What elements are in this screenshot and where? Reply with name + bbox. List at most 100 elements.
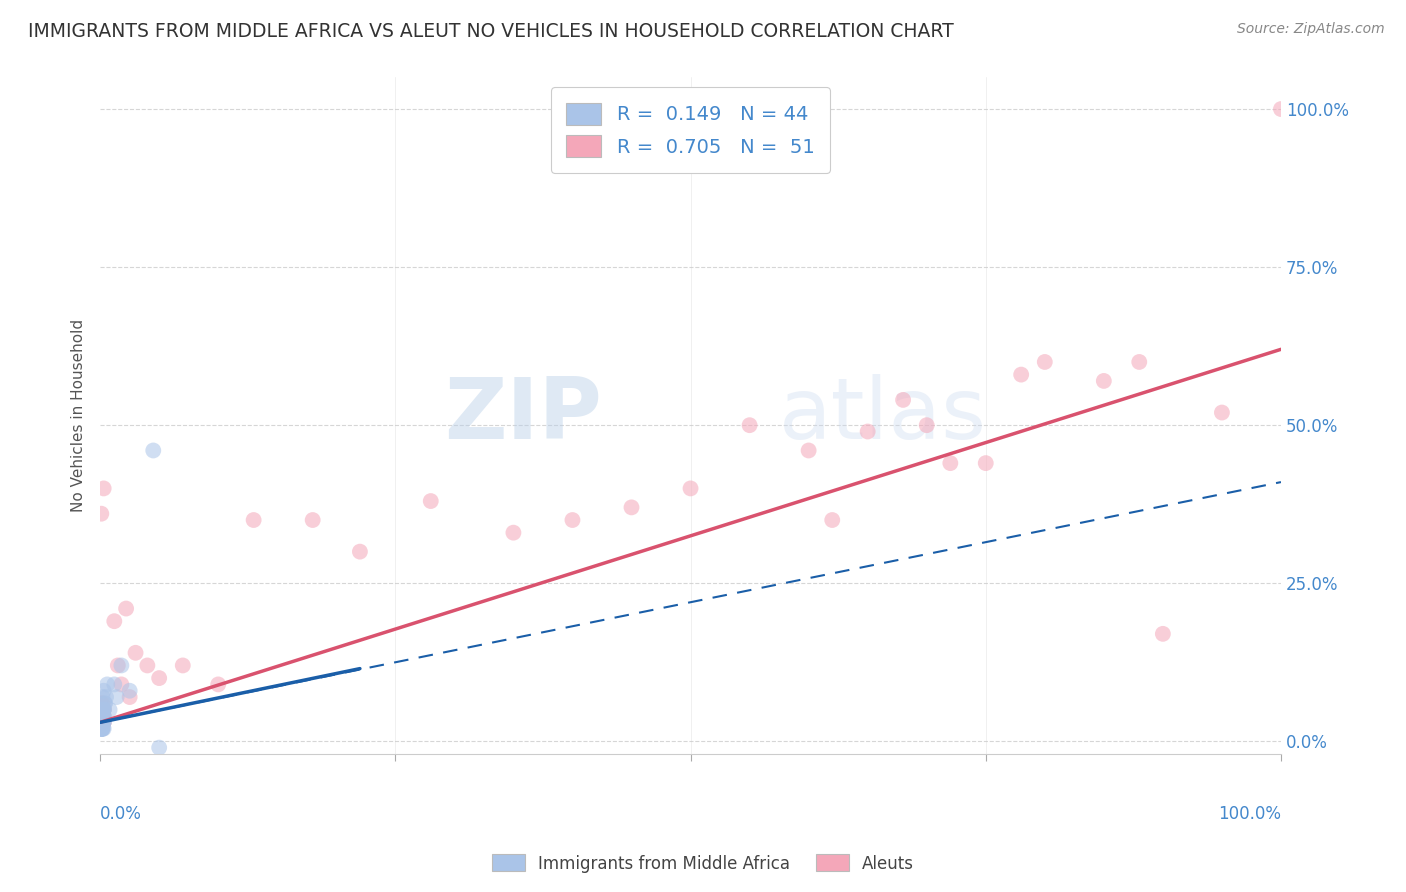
Point — [96, 677, 118, 691]
Point — [93, 715, 115, 730]
Y-axis label: No Vehicles in Household: No Vehicles in Household — [72, 319, 86, 512]
Point — [90, 709, 112, 723]
Point — [91, 709, 114, 723]
Point — [419, 494, 441, 508]
Point — [148, 671, 170, 685]
Point — [93, 482, 115, 496]
Point — [142, 443, 165, 458]
Point — [90, 709, 112, 723]
Point — [91, 715, 114, 730]
Point — [90, 709, 112, 723]
Point — [91, 715, 114, 730]
Point — [93, 709, 115, 723]
Point — [1010, 368, 1032, 382]
Point — [93, 709, 115, 723]
Point — [93, 683, 115, 698]
Point — [105, 690, 128, 704]
Point — [93, 703, 115, 717]
Text: 0.0%: 0.0% — [100, 805, 142, 822]
Text: Source: ZipAtlas.com: Source: ZipAtlas.com — [1237, 22, 1385, 37]
Point — [821, 513, 844, 527]
Point — [94, 690, 117, 704]
Point — [93, 715, 115, 730]
Point — [90, 703, 112, 717]
Point — [90, 703, 112, 717]
Point — [207, 677, 229, 691]
Point — [561, 513, 583, 527]
Point — [90, 715, 112, 730]
Point — [93, 703, 115, 717]
Point — [124, 646, 146, 660]
Point — [91, 703, 114, 717]
Point — [891, 392, 914, 407]
Point — [91, 709, 114, 723]
Point — [242, 513, 264, 527]
Point — [91, 722, 114, 736]
Point — [1211, 405, 1233, 419]
Point — [90, 722, 112, 736]
Point — [90, 715, 112, 730]
Point — [90, 722, 112, 736]
Point — [118, 683, 141, 698]
Point — [915, 418, 938, 433]
Point — [93, 703, 115, 717]
Point — [90, 697, 112, 711]
Point — [93, 722, 115, 736]
Point — [738, 418, 761, 433]
Point — [1152, 627, 1174, 641]
Point — [502, 525, 524, 540]
Point — [90, 709, 112, 723]
Point — [90, 715, 112, 730]
Point — [91, 722, 114, 736]
Point — [1128, 355, 1150, 369]
Point — [301, 513, 323, 527]
Point — [91, 722, 114, 736]
Point — [1270, 102, 1292, 116]
Point — [91, 715, 114, 730]
Point — [90, 709, 112, 723]
Point — [91, 703, 114, 717]
Point — [110, 677, 132, 691]
Point — [856, 425, 879, 439]
Point — [91, 709, 114, 723]
Point — [172, 658, 194, 673]
Point — [939, 456, 962, 470]
Text: IMMIGRANTS FROM MIDDLE AFRICA VS ALEUT NO VEHICLES IN HOUSEHOLD CORRELATION CHAR: IMMIGRANTS FROM MIDDLE AFRICA VS ALEUT N… — [28, 22, 953, 41]
Point — [136, 658, 159, 673]
Point — [1092, 374, 1115, 388]
Text: ZIP: ZIP — [444, 375, 602, 458]
Point — [91, 715, 114, 730]
Point — [91, 703, 114, 717]
Point — [118, 690, 141, 704]
Point — [107, 658, 129, 673]
Point — [90, 507, 112, 521]
Point — [91, 715, 114, 730]
Point — [93, 703, 115, 717]
Point — [93, 709, 115, 723]
Point — [103, 677, 125, 691]
Point — [93, 715, 115, 730]
Point — [679, 482, 702, 496]
Point — [94, 697, 117, 711]
Point — [98, 703, 121, 717]
Point — [91, 715, 114, 730]
Point — [94, 697, 117, 711]
Point — [90, 722, 112, 736]
Point — [974, 456, 997, 470]
Point — [90, 709, 112, 723]
Text: atlas: atlas — [779, 375, 987, 458]
Point — [91, 690, 114, 704]
Point — [349, 544, 371, 558]
Point — [1033, 355, 1056, 369]
Point — [148, 740, 170, 755]
Point — [91, 697, 114, 711]
Point — [93, 715, 115, 730]
Point — [103, 614, 125, 628]
Point — [93, 703, 115, 717]
Legend: Immigrants from Middle Africa, Aleuts: Immigrants from Middle Africa, Aleuts — [485, 847, 921, 880]
Point — [620, 500, 643, 515]
Point — [90, 722, 112, 736]
Legend: R =  0.149   N = 44, R =  0.705   N =  51: R = 0.149 N = 44, R = 0.705 N = 51 — [551, 87, 831, 173]
Point — [110, 658, 132, 673]
Point — [797, 443, 820, 458]
